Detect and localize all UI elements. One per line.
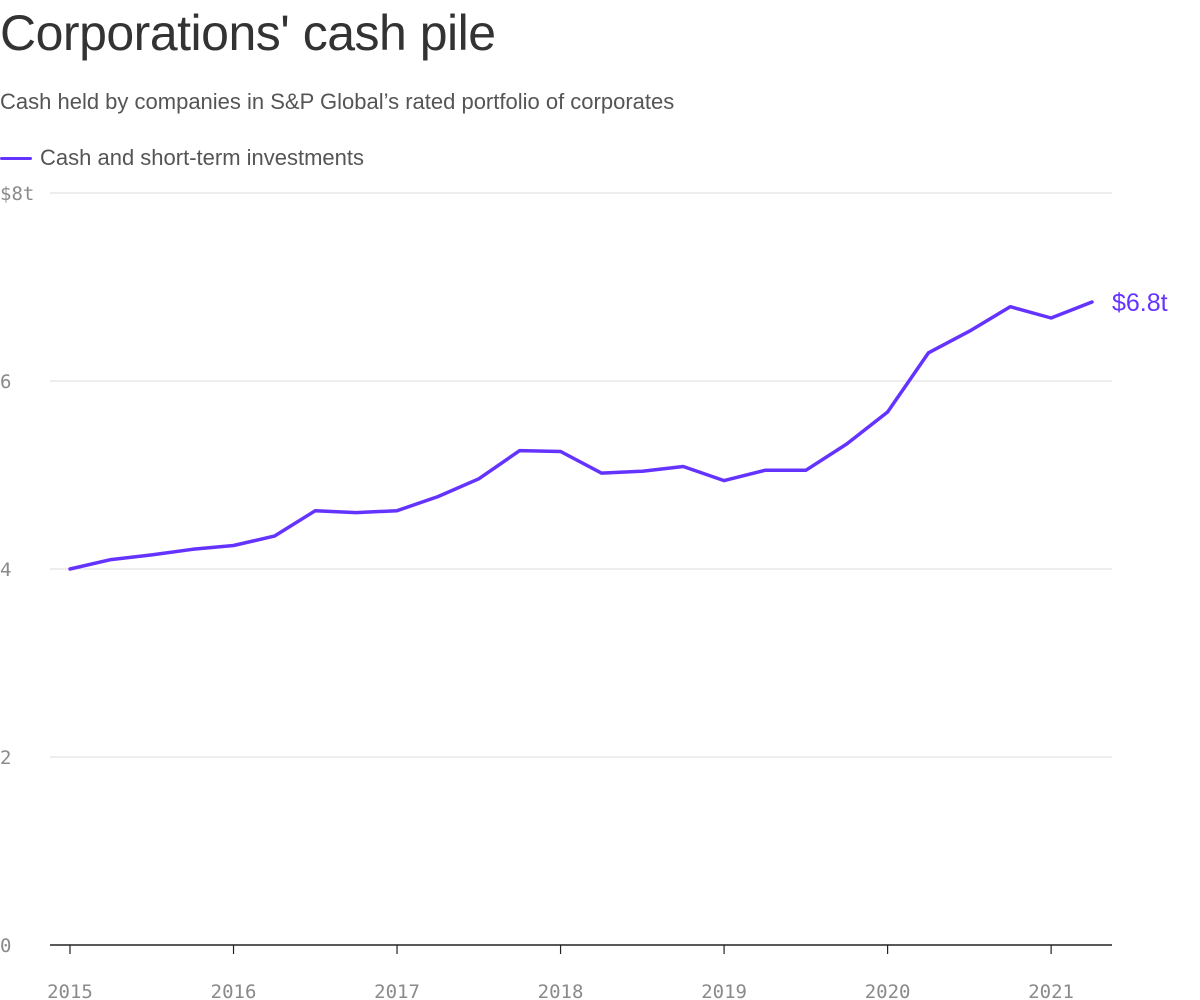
x-tick-label: 2015 bbox=[47, 981, 93, 1000]
data-point bbox=[682, 465, 685, 468]
grid-lines bbox=[50, 192, 1112, 946]
data-point bbox=[804, 469, 807, 472]
data-point bbox=[559, 450, 562, 453]
data-point bbox=[641, 470, 644, 473]
x-tick-label: 2021 bbox=[1028, 981, 1074, 1000]
data-point bbox=[1091, 301, 1094, 304]
x-tick-label: 2017 bbox=[374, 981, 420, 1000]
y-tick-label: 6 bbox=[0, 371, 11, 393]
chart-subtitle: Cash held by companies in S&P Global’s r… bbox=[0, 89, 675, 114]
x-axis-ticks bbox=[69, 945, 1052, 954]
data-point bbox=[723, 479, 726, 482]
x-tick-label: 2019 bbox=[701, 981, 747, 1000]
data-point bbox=[109, 558, 112, 561]
data-point bbox=[600, 472, 603, 475]
legend-label: Cash and short-term investments bbox=[40, 145, 365, 170]
y-tick-label: 0 bbox=[0, 935, 11, 957]
data-point bbox=[1050, 317, 1053, 320]
end-value-label: $6.8t bbox=[1112, 289, 1168, 317]
x-axis-labels: 2015 2016 2017 2018 2019 2020 2021 bbox=[47, 981, 1074, 1000]
x-tick-label: 2018 bbox=[538, 981, 584, 1000]
data-point bbox=[927, 351, 930, 354]
y-tick-label: $8t bbox=[0, 183, 34, 205]
data-point bbox=[968, 330, 971, 333]
data-point bbox=[355, 511, 358, 514]
data-point bbox=[232, 544, 235, 547]
chart-title: Corporations' cash pile bbox=[0, 5, 496, 61]
series-layer: $6.8t bbox=[68, 289, 1168, 571]
x-tick-label: 2020 bbox=[865, 981, 911, 1000]
data-point bbox=[396, 509, 399, 512]
data-point bbox=[191, 548, 194, 551]
x-tick-label: 2016 bbox=[211, 981, 257, 1000]
data-point bbox=[518, 449, 521, 452]
series-line bbox=[68, 300, 1094, 571]
data-point bbox=[436, 495, 439, 498]
data-point bbox=[314, 509, 317, 512]
data-point bbox=[273, 535, 276, 538]
data-point bbox=[763, 469, 766, 472]
data-point bbox=[477, 477, 480, 480]
legend: Cash and short-term investments bbox=[0, 145, 364, 171]
legend-swatch bbox=[0, 156, 32, 160]
data-point bbox=[69, 568, 72, 571]
data-point bbox=[150, 553, 153, 556]
y-tick-label: 2 bbox=[0, 747, 11, 769]
data-point bbox=[1009, 305, 1012, 308]
data-point bbox=[845, 442, 848, 445]
data-point bbox=[886, 411, 889, 414]
y-tick-label: 4 bbox=[0, 559, 11, 581]
y-axis-labels: 0 2 4 6 $8t bbox=[0, 183, 34, 957]
